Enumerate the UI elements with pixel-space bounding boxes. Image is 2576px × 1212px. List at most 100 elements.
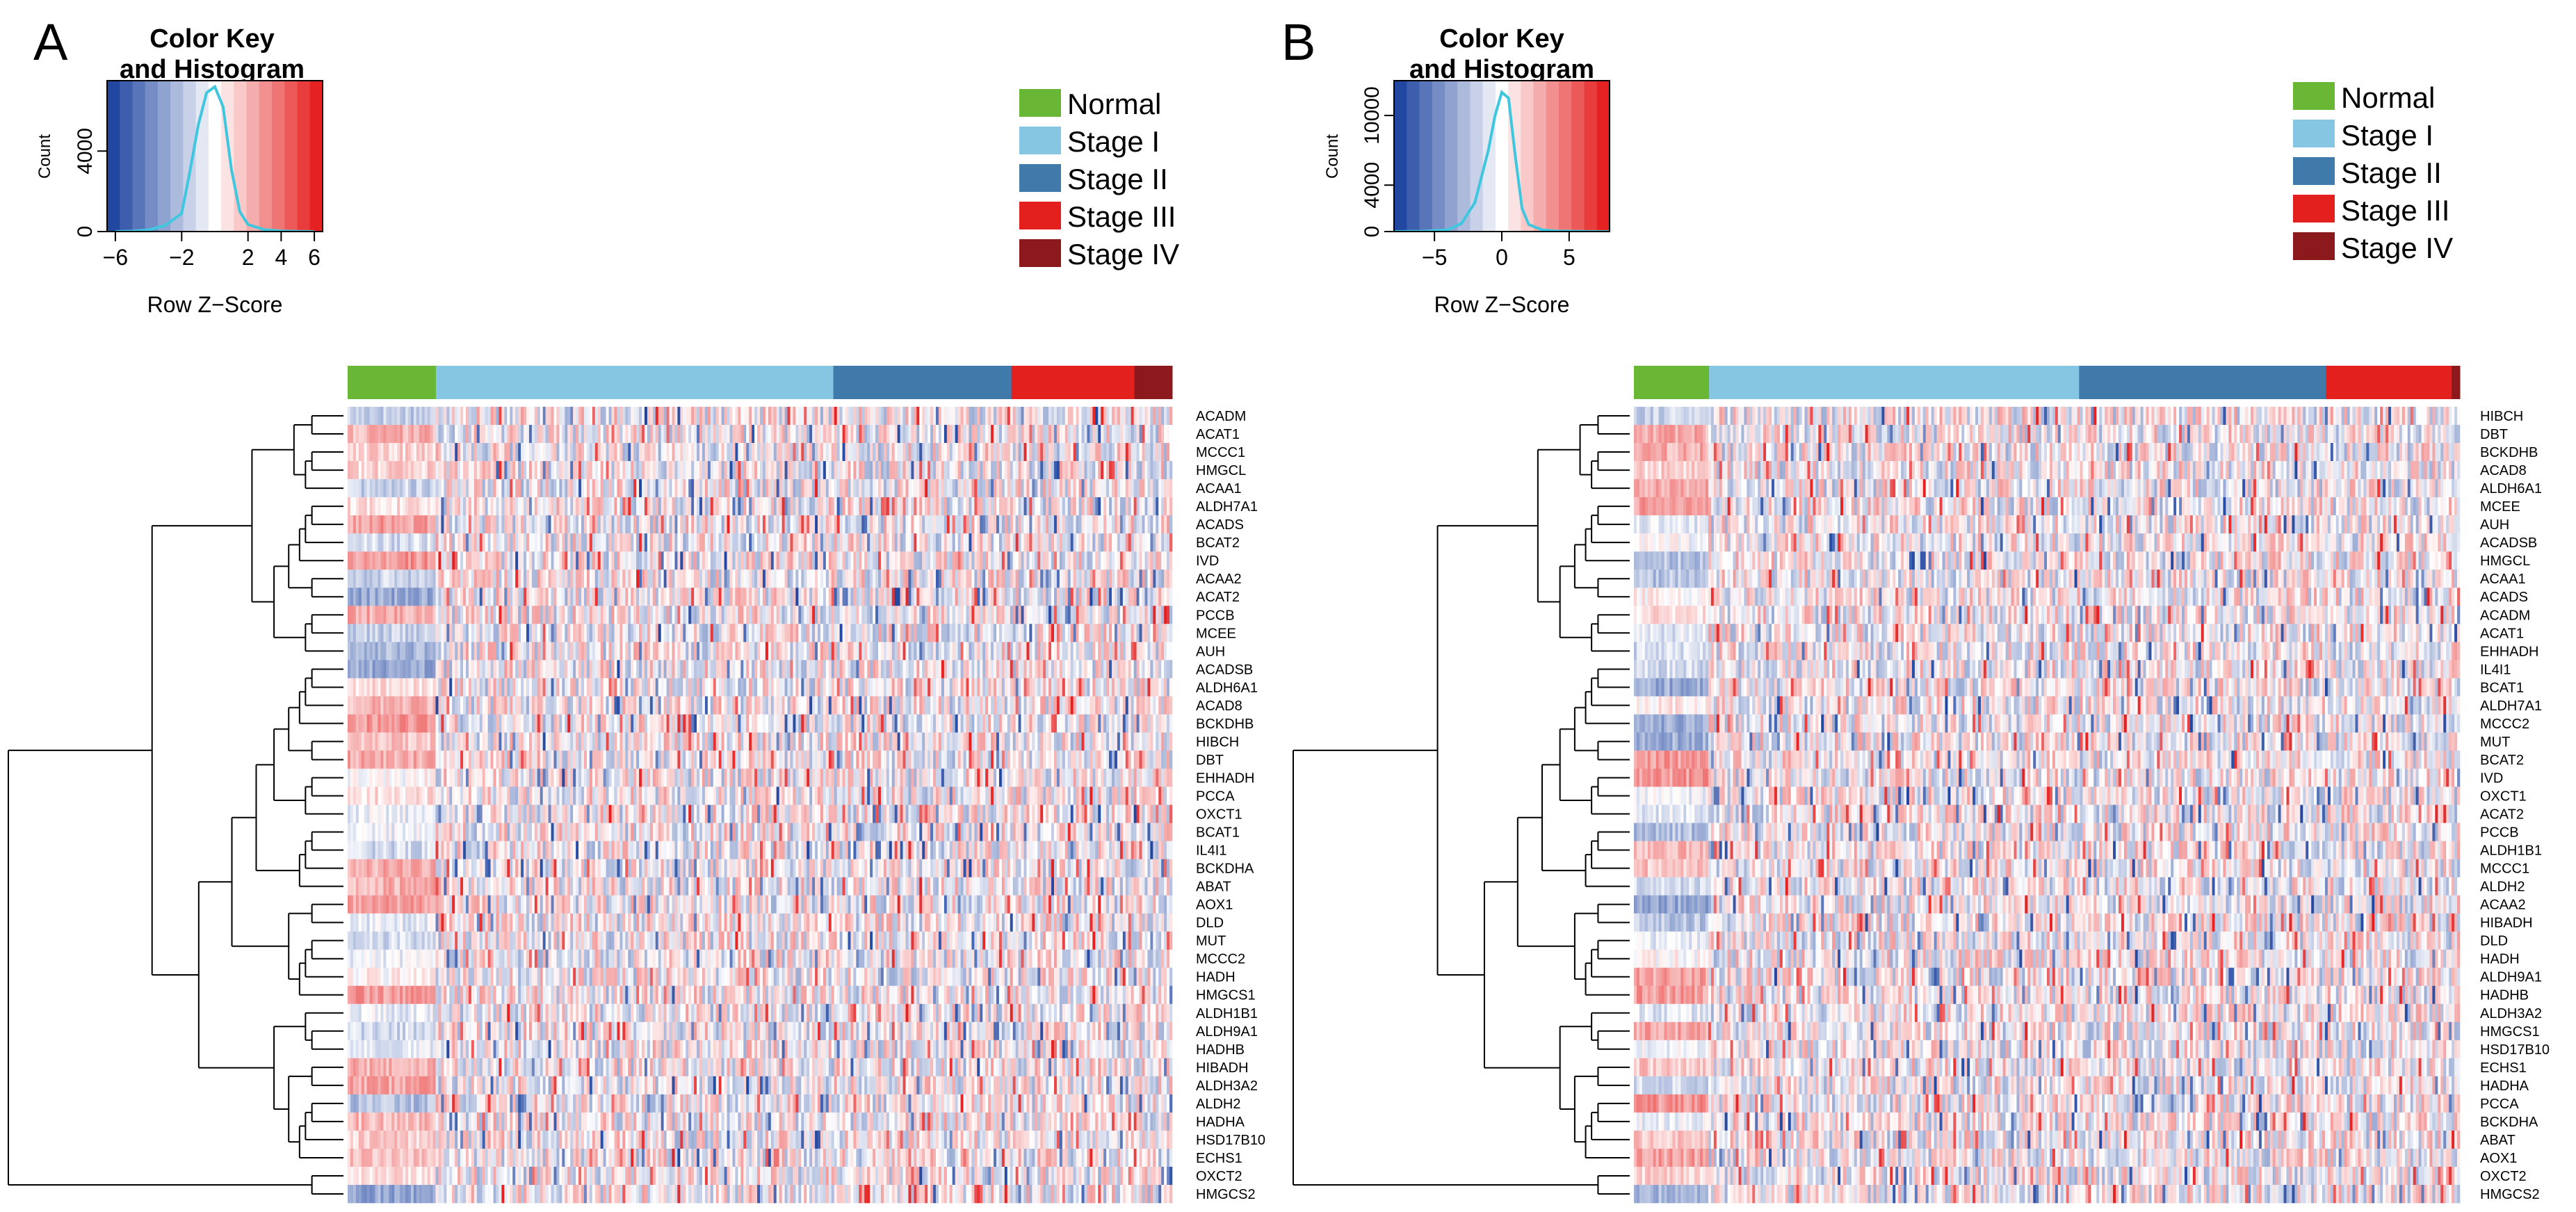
heatmap-cell: [870, 407, 873, 425]
heatmap-cell: [1040, 425, 1043, 443]
heatmap-cell: [977, 461, 980, 479]
heatmap-cell: [524, 425, 526, 443]
heatmap-cell: [1065, 407, 1068, 425]
heatmap-cell: [740, 461, 743, 479]
heatmap-cell: [670, 461, 672, 479]
heatmap-cell: [1071, 425, 1074, 443]
heatmap-cell: [1032, 443, 1035, 461]
heatmap-cell: [782, 407, 785, 425]
heatmap-cell: [925, 407, 927, 425]
heatmap-cell: [713, 425, 716, 443]
heatmap-cell: [507, 443, 510, 461]
heatmap-cell: [1101, 443, 1103, 461]
heatmap-cell: [1142, 425, 1145, 443]
heatmap-cell: [1046, 407, 1048, 425]
heatmap-cell: [378, 407, 380, 425]
heatmap-cell: [895, 407, 898, 425]
heatmap-cell: [743, 461, 746, 479]
heatmap-cell: [771, 407, 774, 425]
heatmap-cell: [532, 443, 535, 461]
heatmap-cell: [884, 461, 886, 479]
heatmap-cell: [859, 425, 861, 443]
heatmap-cell: [1092, 443, 1095, 461]
heatmap-cell: [389, 425, 391, 443]
heatmap-cell: [391, 461, 394, 479]
heatmap-cell: [617, 443, 619, 461]
heatmap-cell: [1158, 443, 1161, 461]
heatmap-cell: [570, 443, 573, 461]
heatmap-cell: [650, 443, 653, 461]
x-tick-label: −2: [169, 245, 194, 270]
gradient-strip: [259, 81, 273, 232]
heatmap-cell: [867, 461, 870, 479]
heatmap-cell: [873, 461, 875, 479]
heatmap-cell: [1074, 443, 1076, 461]
heatmap-cell: [405, 479, 408, 497]
heatmap-cell: [735, 425, 738, 443]
heatmap-cell: [658, 443, 661, 461]
heatmap-cell: [543, 461, 546, 479]
heatmap-cell: [1126, 425, 1128, 443]
heatmap-cell: [1164, 425, 1167, 443]
heatmap-cell: [763, 425, 765, 443]
heatmap-cell: [609, 407, 612, 425]
heatmap-cell: [650, 407, 653, 425]
heatmap-cell: [1095, 425, 1098, 443]
heatmap-cell: [639, 407, 642, 425]
heatmap-cell: [999, 407, 1002, 425]
heatmap-cell: [850, 425, 853, 443]
heatmap-cell: [724, 461, 727, 479]
heatmap-cell: [716, 461, 719, 479]
heatmap-cell: [507, 407, 510, 425]
heatmap-cell: [1161, 407, 1164, 425]
heatmap-cell: [441, 407, 444, 425]
heatmap-cell: [722, 461, 724, 479]
heatmap-cell: [362, 407, 364, 425]
heatmap-cell: [647, 425, 650, 443]
heatmap-cell: [554, 443, 557, 461]
heatmap-cell: [991, 407, 994, 425]
heatmap-cell: [422, 425, 425, 443]
heatmap-cell: [565, 425, 567, 443]
heatmap-cell: [1161, 425, 1164, 443]
heatmap-cell: [1002, 407, 1005, 425]
heatmap-cell: [466, 461, 469, 479]
heatmap-cell: [1079, 461, 1082, 479]
heatmap-cell: [988, 443, 991, 461]
heatmap-cell: [515, 407, 518, 425]
heatmap-cell: [1112, 425, 1115, 443]
heatmap-cell: [680, 443, 683, 461]
heatmap-cell: [483, 425, 485, 443]
heatmap-cell: [359, 461, 362, 479]
heatmap-cell: [1164, 443, 1167, 461]
heatmap-cell: [961, 425, 964, 443]
heatmap-cell: [380, 461, 383, 479]
heatmap-cell: [1167, 407, 1169, 425]
heatmap-cell: [875, 425, 878, 443]
heatmap-cell: [521, 407, 524, 425]
heatmap-cell: [971, 443, 974, 461]
heatmap-cell: [705, 443, 708, 461]
heatmap-cell: [661, 407, 664, 425]
heatmap-cell: [1051, 425, 1054, 443]
heatmap-cell: [1140, 461, 1142, 479]
heatmap-cell: [474, 443, 477, 461]
heatmap-cell: [1106, 443, 1109, 461]
heatmap-cell: [1117, 461, 1120, 479]
heatmap-cell: [861, 443, 864, 461]
heatmap-cell: [449, 461, 452, 479]
heatmap-cell: [919, 461, 922, 479]
heatmap-cell: [677, 443, 680, 461]
heatmap-cell: [1048, 461, 1051, 479]
heatmap-cell: [900, 425, 903, 443]
heatmap-cell: [504, 425, 507, 443]
heatmap-cell: [370, 479, 373, 497]
heatmap-cell: [713, 443, 716, 461]
heatmap-cell: [779, 461, 782, 479]
heatmap-cell: [933, 425, 936, 443]
heatmap-cell: [746, 461, 749, 479]
heatmap-cell: [460, 443, 463, 461]
heatmap-cell: [1024, 461, 1027, 479]
heatmap-cell: [1126, 407, 1128, 425]
heatmap-cell: [604, 443, 606, 461]
